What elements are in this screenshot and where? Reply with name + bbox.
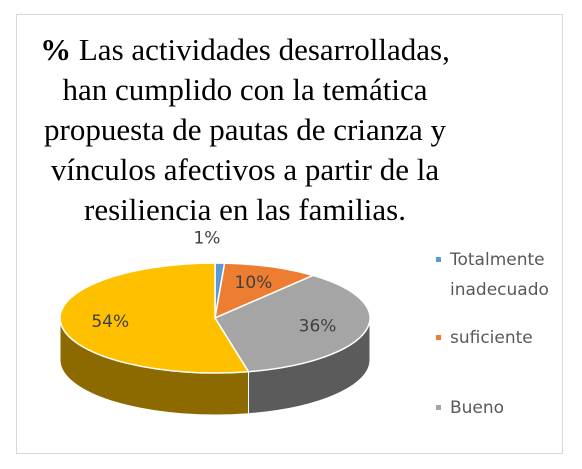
slice (59, 262, 250, 374)
legend-item: Bueno (436, 393, 566, 423)
legend-swatch (436, 405, 441, 410)
data-label: 10% (235, 273, 273, 293)
slice (214, 262, 316, 320)
legend-item: suficiente (436, 323, 566, 353)
chart-frame (16, 14, 563, 454)
title-text: Las actividades desarrolladas, han cumpl… (44, 32, 450, 227)
data-label: 36% (299, 317, 337, 337)
legend-item: Totalmente inadecuado (436, 245, 566, 305)
legend-label: Bueno (450, 398, 505, 418)
slice (213, 274, 371, 373)
legend-swatch (436, 257, 441, 262)
legend: Totalmente inadecuado suficiente Bueno (436, 245, 566, 423)
data-label: 54% (91, 312, 129, 332)
legend-label: suficiente (450, 328, 533, 348)
legend-swatch (436, 335, 441, 340)
legend-label: Totalmente inadecuado (450, 250, 549, 300)
chart-title: % Las actividades desarrolladas, han cum… (40, 30, 450, 230)
data-label: 1% (193, 228, 220, 248)
title-prefix: % (40, 32, 72, 67)
